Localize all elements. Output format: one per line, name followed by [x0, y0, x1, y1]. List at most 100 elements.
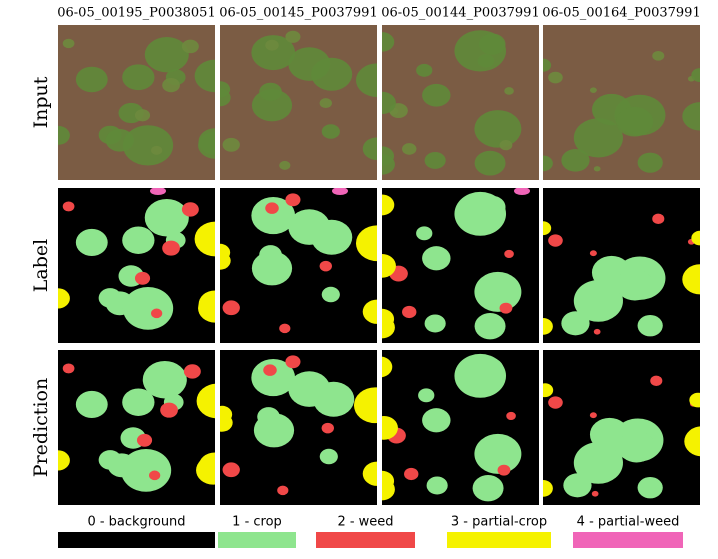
segment: [319, 448, 338, 465]
segment: [472, 475, 504, 502]
plant: [220, 81, 231, 98]
plant: [181, 39, 199, 54]
segment: [382, 478, 395, 501]
segment: [58, 288, 70, 309]
column-title: 06-05_00145_P0037991: [219, 6, 377, 21]
plant: [265, 39, 279, 51]
segment: [514, 188, 530, 195]
segment: [183, 364, 201, 379]
segment: [573, 441, 623, 484]
segment: [198, 293, 215, 323]
segment: [416, 226, 433, 241]
segment: [637, 476, 663, 499]
plant: [382, 32, 395, 52]
row-label: Prediction: [30, 378, 52, 477]
segment: [561, 311, 590, 336]
plant: [259, 82, 282, 101]
segment: [404, 467, 419, 481]
segment: [682, 264, 700, 295]
segment: [196, 383, 215, 419]
segment: [259, 245, 282, 265]
panel-content: [220, 188, 377, 343]
segment: [220, 243, 231, 262]
plant: [382, 154, 395, 175]
plant: [543, 58, 552, 72]
plant: [499, 140, 513, 151]
segment: [618, 430, 656, 463]
segment: [476, 357, 504, 381]
segment: [543, 479, 553, 497]
image-panel: [220, 25, 377, 180]
segment: [313, 381, 355, 417]
plant: [474, 150, 506, 176]
plant: [548, 71, 563, 84]
plant: [285, 30, 301, 43]
column-title: 06-05_00164_P0037991: [542, 6, 700, 21]
segment: [543, 383, 554, 398]
segment: [497, 464, 511, 476]
plant: [122, 125, 174, 166]
segment: [402, 305, 417, 319]
legend-label: 3 - partial-crop: [451, 515, 547, 530]
segment: [160, 402, 178, 418]
segment: [591, 490, 599, 497]
segment: [548, 234, 563, 247]
plant: [134, 109, 151, 122]
plant: [151, 145, 163, 155]
plant: [561, 149, 590, 172]
plant: [422, 83, 451, 107]
image-panel: [58, 188, 215, 343]
plant: [75, 66, 108, 93]
segment: [593, 328, 601, 335]
plant: [122, 64, 155, 91]
plant: [691, 68, 700, 82]
legend-swatch: [58, 532, 215, 548]
segment: [684, 426, 700, 457]
segment: [251, 197, 296, 235]
plant: [198, 131, 215, 159]
segment: [504, 249, 514, 259]
legend-label: 1 - crop: [232, 515, 282, 530]
plant: [652, 50, 665, 61]
panel-content: [58, 188, 215, 343]
segment: [382, 356, 393, 378]
segment: [691, 230, 700, 246]
plant: [362, 137, 377, 161]
segment: [474, 433, 522, 474]
segment: [506, 411, 516, 421]
segment: [265, 202, 279, 214]
plant: [478, 33, 506, 55]
image-panel: [220, 188, 377, 343]
segment: [474, 313, 506, 340]
segment: [573, 279, 623, 322]
segment: [311, 219, 353, 255]
image-panel: [382, 25, 539, 180]
plant: [573, 118, 623, 158]
segment: [150, 188, 166, 195]
image-panel: [543, 350, 700, 505]
plant: [355, 63, 377, 98]
segment: [616, 268, 654, 301]
plant: [424, 152, 446, 169]
segment: [122, 388, 155, 416]
segment: [136, 433, 153, 447]
panel-content: [382, 350, 539, 505]
image-panel: [382, 350, 539, 505]
segment: [263, 364, 277, 376]
image-panel: [543, 25, 700, 180]
column-title: 06-05_00195_P0038051: [57, 6, 215, 21]
segment: [220, 405, 233, 424]
segment: [151, 308, 163, 319]
plant: [62, 38, 75, 49]
legend-swatch: [447, 532, 551, 548]
image-panel: [382, 188, 539, 343]
segment: [181, 202, 199, 217]
plant: [194, 59, 215, 93]
plant: [416, 63, 433, 77]
panel-content: [58, 25, 215, 180]
plant: [279, 160, 291, 170]
row-label: Input: [30, 76, 52, 128]
segment: [58, 450, 70, 471]
plant: [251, 35, 296, 71]
segment: [277, 485, 289, 496]
